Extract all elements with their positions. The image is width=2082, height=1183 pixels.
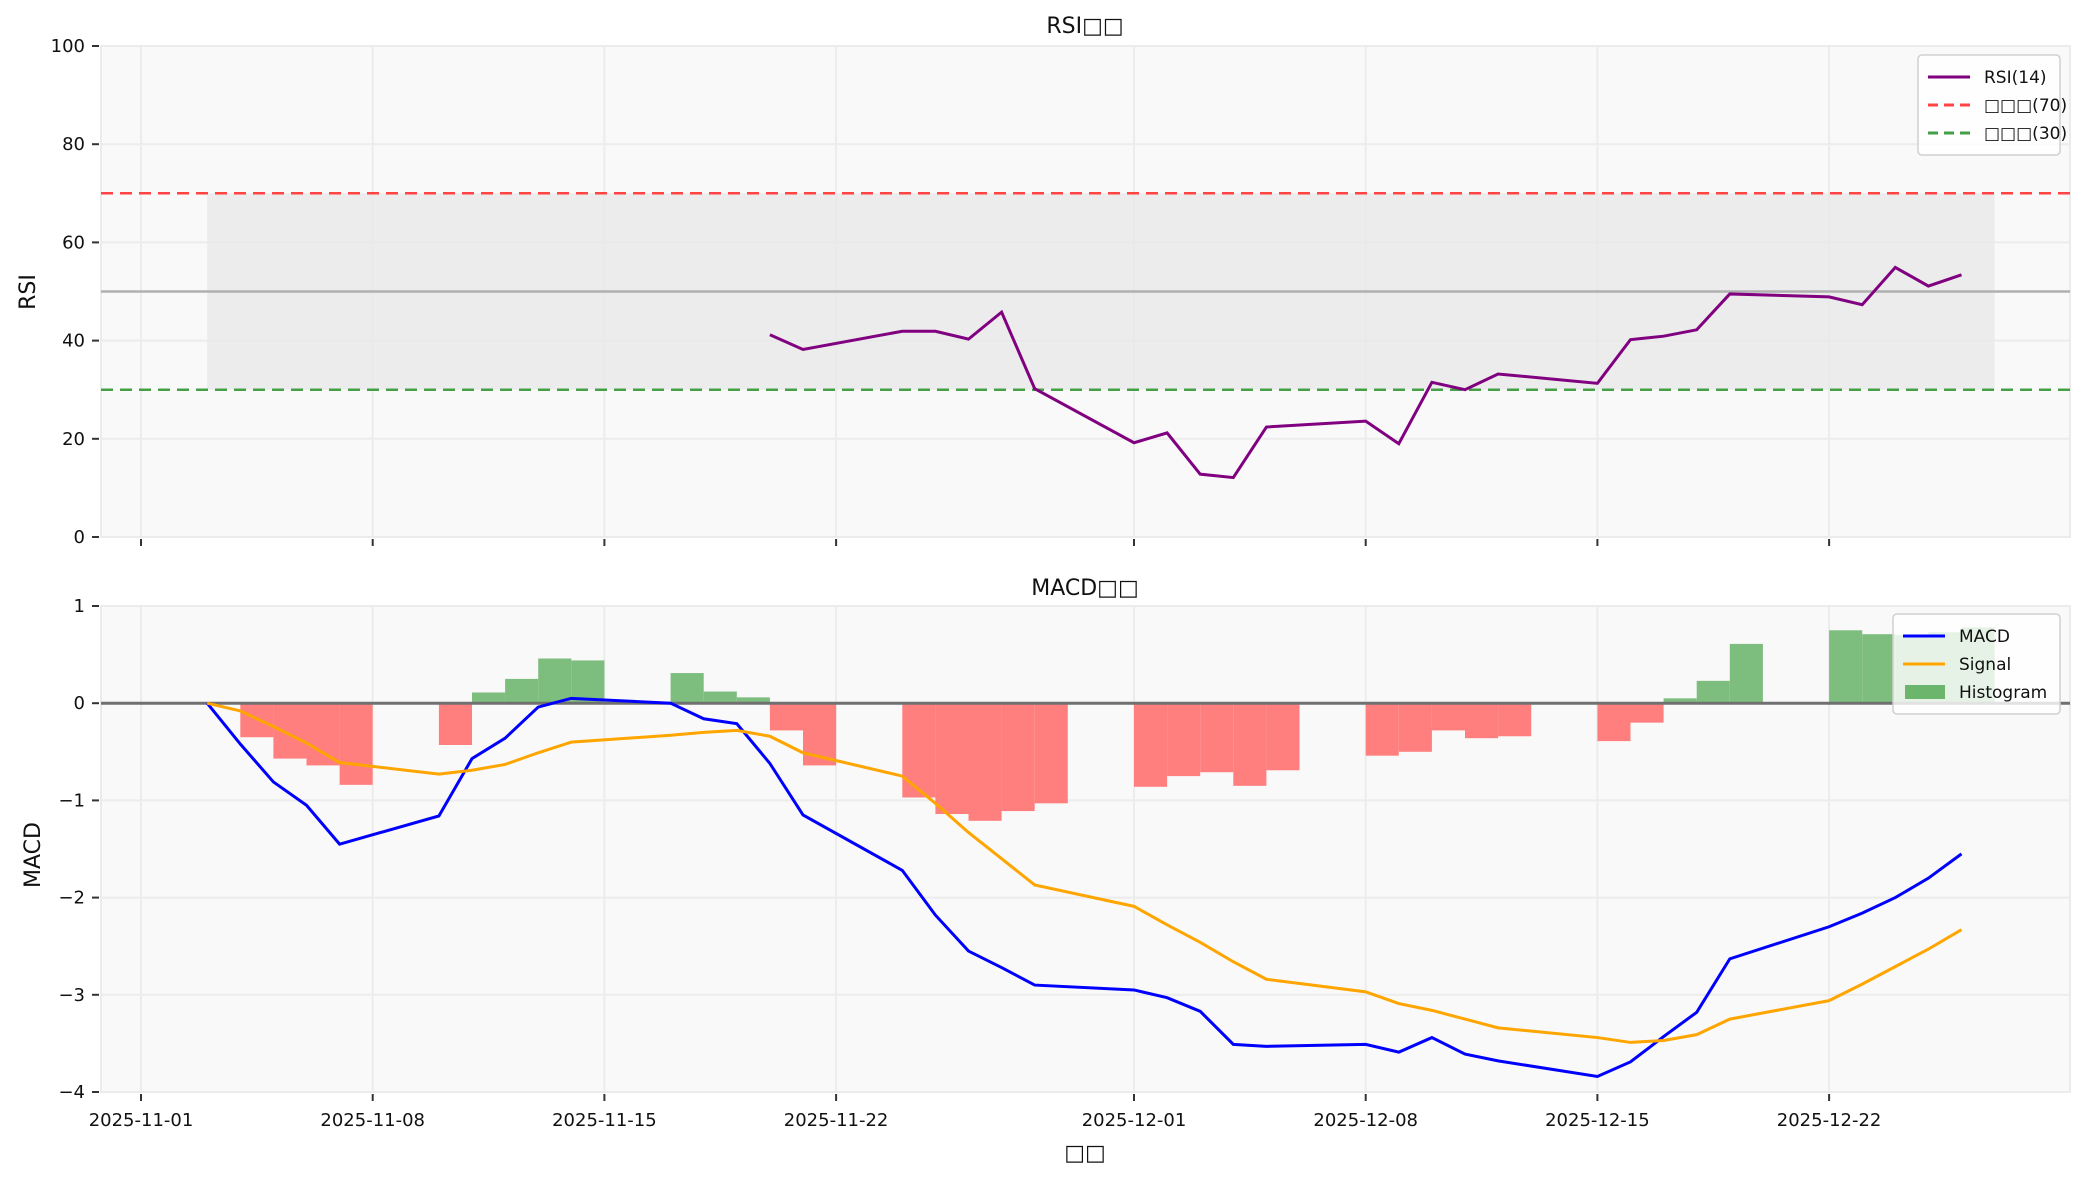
- rsi-chart: 0 20 40 60 80 100 RSI□□ RSI RSI(14) □□□(70) □□□…: [16, 14, 2071, 548]
- histogram-bar: [1167, 703, 1201, 777]
- rsi-y-label: RSI: [16, 274, 41, 310]
- macd-chart: −4 −3 −2 −1 0 1 2025-11-01 2025-11-08 2025-11-1…: [21, 576, 2071, 1166]
- rsi-line: [769, 265, 1962, 480]
- rsi-legend: RSI(14) □□□(70) □□□(30): [1917, 54, 2067, 156]
- legend-frame: [1917, 54, 2061, 156]
- histogram-bar: [1597, 703, 1631, 742]
- histogram-bar: [935, 703, 969, 815]
- rsi-y-axis: 0 20 40 60 80 100: [51, 36, 99, 548]
- y-tick-label: 1: [74, 596, 85, 617]
- x-tick-label: 2025-12-01: [1082, 1110, 1187, 1131]
- histogram-bar: [438, 703, 472, 745]
- histogram-bar: [1663, 698, 1697, 704]
- histogram-bar: [769, 703, 803, 731]
- legend-label: RSI(14): [1984, 68, 2047, 88]
- histogram-bar: [736, 697, 770, 704]
- histogram-bar: [538, 658, 572, 704]
- rsi-title: RSI□□: [1046, 14, 1123, 39]
- x-axis-label: □□: [1064, 1141, 1106, 1166]
- x-tick-label: 2025-11-08: [320, 1110, 425, 1131]
- x-tick-label: 2025-11-22: [784, 1110, 889, 1131]
- histogram-bar: [1862, 634, 1896, 704]
- histogram-bar: [571, 660, 605, 704]
- legend-label: □□□(30): [1984, 124, 2067, 144]
- x-tick-label: 2025-11-15: [552, 1110, 657, 1131]
- y-tick-label: 40: [62, 331, 85, 352]
- y-tick-label: −2: [58, 888, 85, 909]
- x-tick-label: 2025-12-08: [1313, 1110, 1418, 1131]
- histogram-bar: [703, 691, 737, 704]
- x-tick-label: 2025-12-15: [1545, 1110, 1650, 1131]
- legend-swatch: [1905, 685, 1945, 699]
- y-tick-label: −4: [58, 1082, 85, 1103]
- y-tick-label: 20: [62, 429, 85, 450]
- histogram-bar: [1829, 630, 1863, 704]
- macd-y-label: MACD: [21, 822, 46, 888]
- y-tick-label: −1: [58, 790, 85, 811]
- histogram-bar: [1696, 680, 1730, 704]
- histogram-bar: [1200, 703, 1234, 773]
- histogram-bar: [1034, 703, 1068, 804]
- macd-title: MACD□□: [1031, 576, 1139, 601]
- x-tick-label: 2025-12-22: [1777, 1110, 1882, 1131]
- histogram-bar: [1398, 703, 1432, 752]
- histogram-bar: [1365, 703, 1399, 756]
- histogram-bar: [1233, 703, 1267, 786]
- x-tick-label: 2025-11-01: [89, 1110, 194, 1131]
- legend-label: MACD: [1959, 627, 2010, 647]
- histogram-bar: [1266, 703, 1300, 771]
- y-tick-label: 100: [51, 36, 85, 57]
- macd-x-axis: 2025-11-01 2025-11-08 2025-11-15 2025-11-22…: [89, 1094, 1882, 1131]
- histogram-bar: [1498, 703, 1532, 737]
- y-tick-label: 80: [62, 134, 85, 155]
- legend-label: Signal: [1959, 655, 2011, 675]
- histogram-bar: [1465, 703, 1499, 739]
- rsi-x-ticks: [140, 539, 1831, 546]
- histogram-bar: [505, 678, 539, 704]
- legend-label: □□□(70): [1984, 96, 2067, 116]
- y-tick-label: −3: [58, 985, 85, 1006]
- y-tick-label: 60: [62, 232, 85, 253]
- histogram-bar: [306, 703, 340, 766]
- histogram-bar: [1134, 703, 1168, 787]
- histogram-bar: [472, 692, 506, 704]
- macd-line: [206, 696, 1963, 1078]
- histogram-bar: [1630, 703, 1664, 723]
- legend-label: Histogram: [1959, 683, 2047, 703]
- y-tick-label: 0: [74, 527, 85, 548]
- histogram-bar: [339, 703, 373, 785]
- y-tick-label: 0: [74, 693, 85, 714]
- histogram-bar: [1729, 643, 1763, 704]
- signal-line: [206, 701, 1963, 1044]
- macd-plot-area: [100, 605, 2071, 1093]
- histogram-bar: [1001, 703, 1035, 812]
- macd-legend: MACD Signal Histogram: [1892, 613, 2061, 715]
- histogram-bar: [670, 673, 704, 704]
- histogram-bar: [1431, 703, 1465, 731]
- histogram-bar: [902, 703, 936, 798]
- rsi-reference-lines: [101, 192, 2070, 391]
- histogram-bar: [968, 703, 1002, 821]
- histogram-bar: [273, 703, 307, 759]
- macd-y-axis: −4 −3 −2 −1 0 1: [58, 596, 99, 1103]
